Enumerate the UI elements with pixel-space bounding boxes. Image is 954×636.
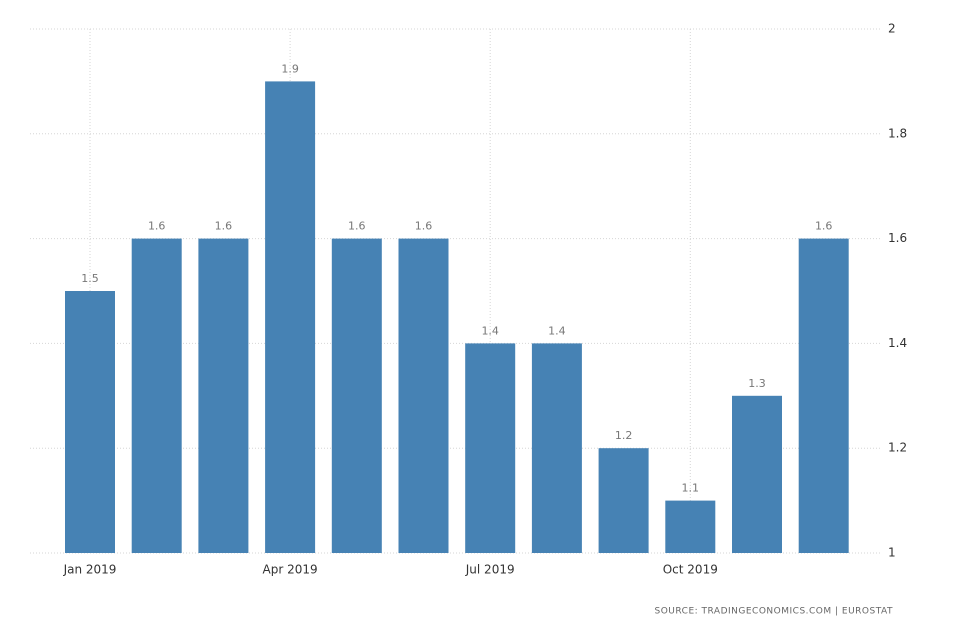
value-label: 1.6 [815, 220, 833, 233]
value-label: 1.6 [215, 220, 233, 233]
value-label: 1.4 [481, 324, 499, 337]
bar [198, 238, 249, 553]
value-label: 1.5 [81, 272, 99, 285]
y-tick-label: 1.8 [888, 126, 907, 140]
bar [131, 238, 182, 553]
value-label: 1.6 [348, 220, 366, 233]
y-tick-label: 1.2 [888, 441, 907, 455]
y-tick-label: 2 [888, 22, 896, 36]
value-label: 1.6 [415, 220, 433, 233]
value-label: 1.2 [615, 429, 633, 442]
bar [398, 238, 449, 553]
bar [732, 395, 782, 553]
bar [331, 238, 382, 553]
value-label: 1.3 [748, 377, 766, 390]
y-tick-label: 1.6 [888, 231, 907, 245]
bar [531, 343, 582, 553]
x-tick-label: Apr 2019 [263, 563, 318, 577]
value-label: 1.6 [148, 220, 166, 233]
x-tick-label: Oct 2019 [663, 563, 718, 577]
y-tick-label: 1.4 [888, 336, 907, 350]
source-note: SOURCE: TRADINGECONOMICS.COM | EUROSTAT [654, 607, 893, 617]
x-tick-label: Jan 2019 [63, 563, 117, 577]
y-tick-label: 1 [888, 546, 896, 560]
bar [465, 343, 516, 553]
value-label: 1.4 [548, 324, 566, 337]
bar [798, 238, 849, 553]
value-label: 1.1 [682, 482, 700, 495]
x-tick-label: Jul 2019 [465, 563, 515, 577]
bar [665, 500, 716, 553]
bar [265, 81, 316, 554]
value-label: 1.9 [281, 62, 299, 75]
bar [598, 448, 649, 553]
bar [65, 291, 115, 553]
